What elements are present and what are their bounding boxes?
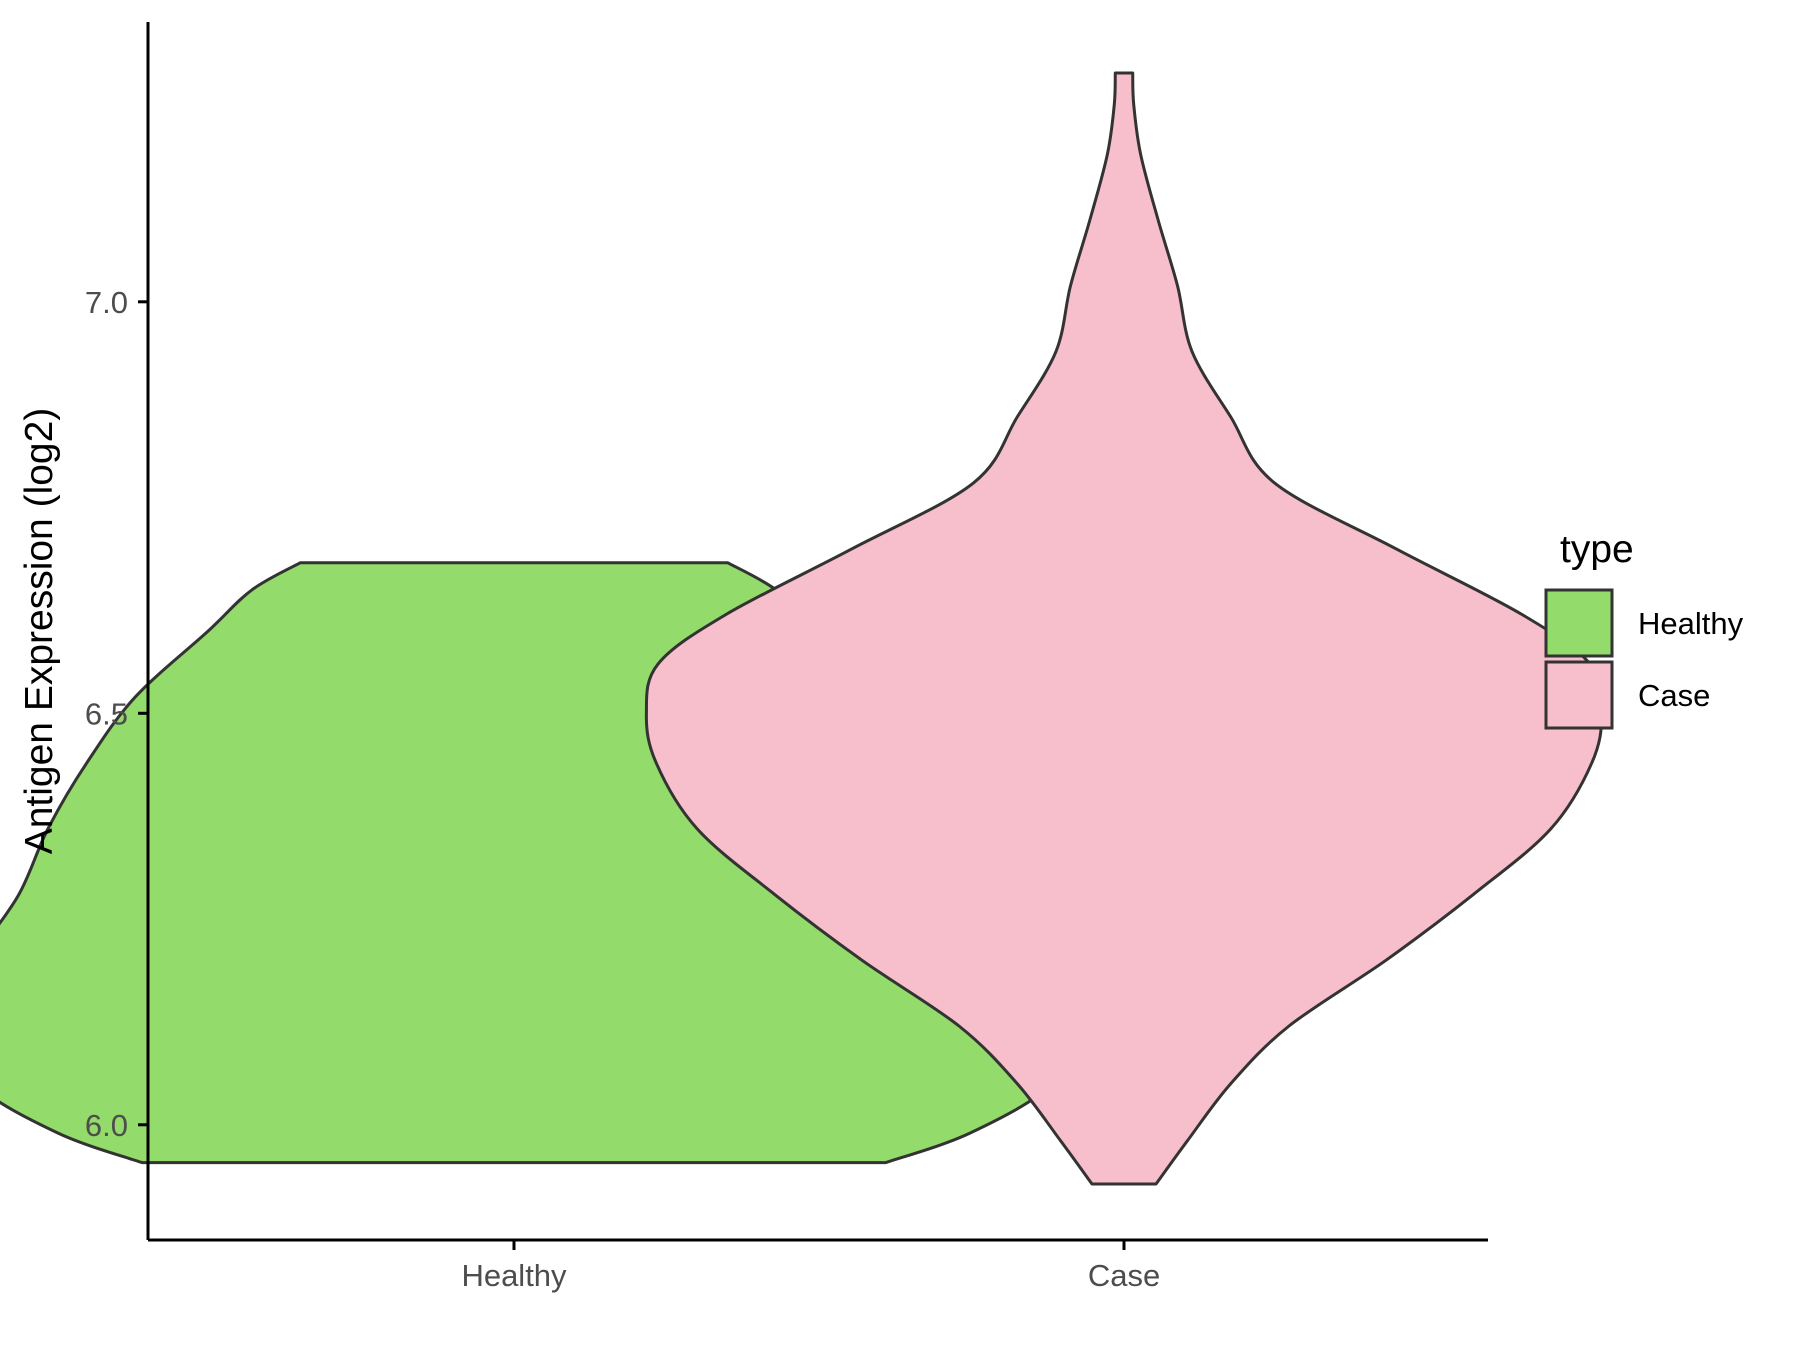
violin-layer: [0, 71, 1604, 1186]
x-tick-label: Healthy: [461, 1258, 567, 1293]
violin-case: [644, 71, 1604, 1186]
legend: type Healthy Case: [1544, 528, 1744, 730]
y-tick-label: 7.0: [85, 285, 128, 320]
legend-label-case: Case: [1638, 678, 1710, 713]
legend-key-healthy: [1544, 588, 1614, 658]
legend-title: type: [1560, 528, 1634, 571]
x-tick-label: Case: [1088, 1258, 1160, 1293]
y-tick-label: 6.0: [85, 1108, 128, 1143]
legend-key-case: [1544, 660, 1614, 730]
y-axis-title: Antigen Expression (log2): [18, 408, 61, 855]
y-ticks: 6.0 6.5 7.0: [85, 285, 148, 1143]
legend-label-healthy: Healthy: [1638, 606, 1744, 641]
x-ticks: Healthy Case: [461, 1240, 1160, 1293]
y-tick-label: 6.5: [85, 696, 128, 731]
